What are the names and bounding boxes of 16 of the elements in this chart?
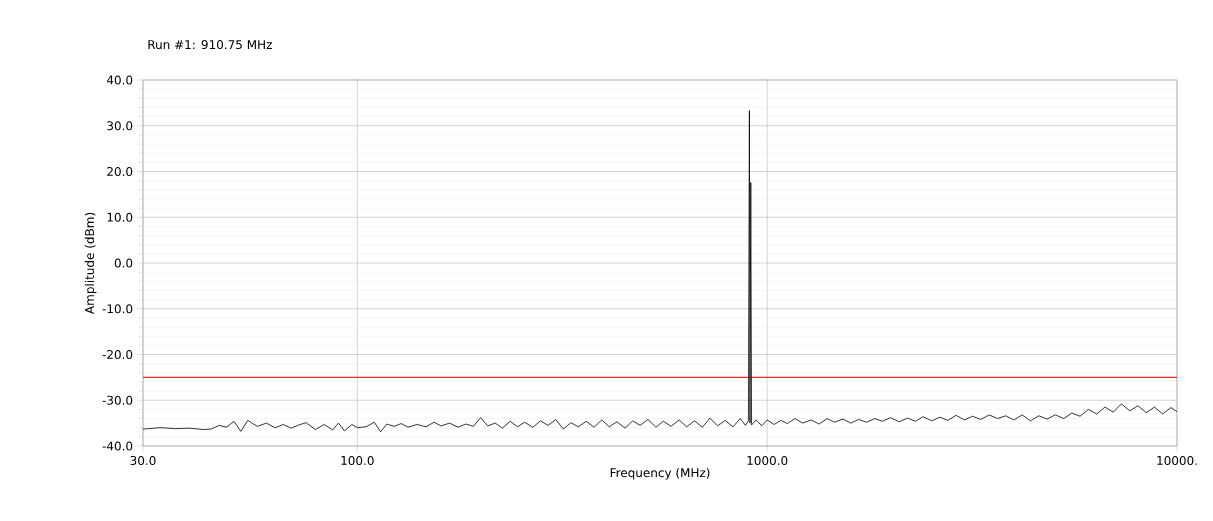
- y-tick-label: -40.0: [102, 441, 133, 451]
- x-axis-title: Frequency (MHz): [610, 467, 710, 480]
- y-axis-title: Amplitude (dBm): [84, 212, 97, 315]
- x-tick-label: 100.0: [341, 455, 374, 466]
- y-tick-label: 40.0: [106, 75, 133, 85]
- y-tick-label: 10.0: [107, 212, 133, 222]
- y-tick-label: 20.0: [107, 166, 133, 177]
- x-tick-label: 10000.: [1157, 455, 1197, 466]
- y-tick-label: -20.0: [102, 349, 133, 360]
- x-tick-label: 30.0: [130, 455, 156, 466]
- y-tick-label: 30.0: [107, 121, 133, 131]
- chart-title: Run #1: 910.75 MHz: [148, 39, 272, 50]
- y-tick-label: 0.0: [114, 258, 133, 268]
- y-tick-label: -10.0: [102, 304, 133, 314]
- y-tick-label: -30.0: [102, 395, 133, 405]
- x-tick-label: 1000.0: [747, 455, 788, 466]
